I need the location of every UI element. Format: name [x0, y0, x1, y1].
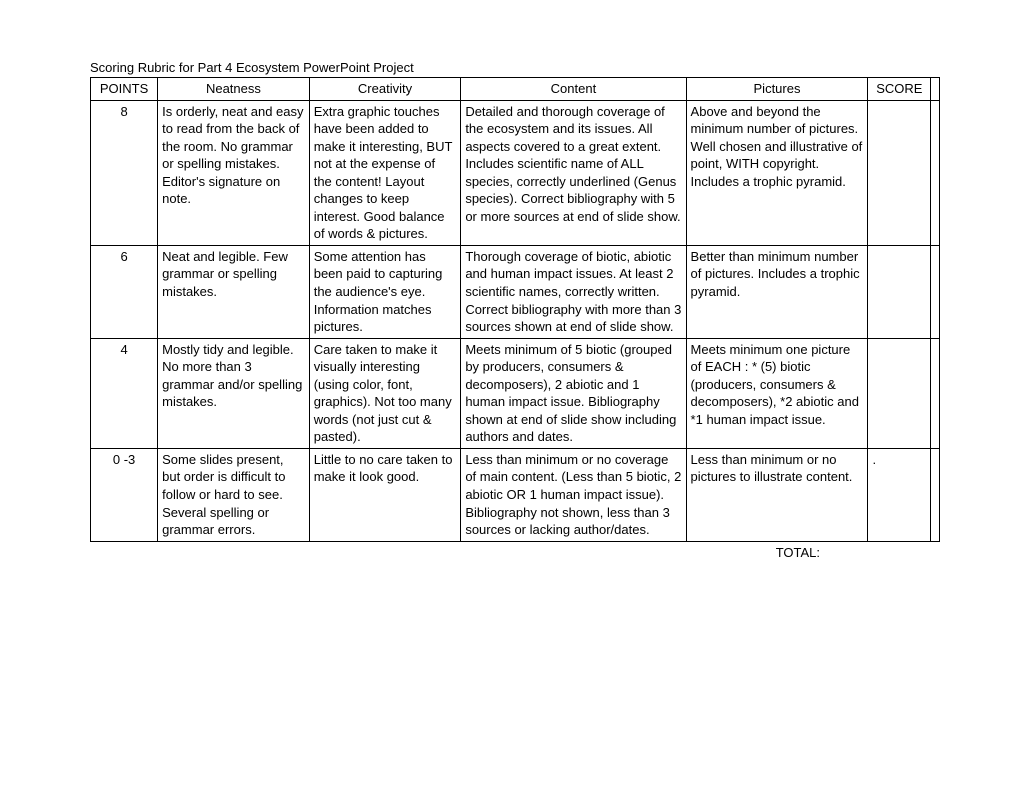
- cell-neatness: Neat and legible. Few grammar or spellin…: [158, 245, 310, 338]
- table-row: 6 Neat and legible. Few grammar or spell…: [91, 245, 940, 338]
- cell-score: [868, 338, 931, 448]
- header-score: SCORE: [868, 78, 931, 101]
- header-points: POINTS: [91, 78, 158, 101]
- cell-content: Meets minimum of 5 biotic (grouped by pr…: [461, 338, 686, 448]
- cell-neatness: Mostly tidy and legible. No more than 3 …: [158, 338, 310, 448]
- header-extra: [931, 78, 940, 101]
- cell-points: 6: [91, 245, 158, 338]
- total-label: TOTAL:: [90, 545, 940, 560]
- cell-pictures: Meets minimum one picture of EACH : * (5…: [686, 338, 868, 448]
- header-creativity: Creativity: [309, 78, 461, 101]
- cell-creativity: Care taken to make it visually interesti…: [309, 338, 461, 448]
- rubric-title: Scoring Rubric for Part 4 Ecosystem Powe…: [90, 60, 940, 75]
- cell-content: Thorough coverage of biotic, abiotic and…: [461, 245, 686, 338]
- header-content: Content: [461, 78, 686, 101]
- cell-content: Less than minimum or no coverage of main…: [461, 448, 686, 541]
- cell-points: 0 -3: [91, 448, 158, 541]
- cell-score: [868, 245, 931, 338]
- cell-creativity: Little to no care taken to make it look …: [309, 448, 461, 541]
- rubric-table: POINTS Neatness Creativity Content Pictu…: [90, 77, 940, 542]
- cell-creativity: Some attention has been paid to capturin…: [309, 245, 461, 338]
- cell-extra: [931, 338, 940, 448]
- cell-neatness: Some slides present, but order is diffic…: [158, 448, 310, 541]
- header-neatness: Neatness: [158, 78, 310, 101]
- table-row: 4 Mostly tidy and legible. No more than …: [91, 338, 940, 448]
- cell-pictures: Less than minimum or no pictures to illu…: [686, 448, 868, 541]
- cell-points: 8: [91, 100, 158, 245]
- cell-creativity: Extra graphic touches have been added to…: [309, 100, 461, 245]
- cell-extra: [931, 245, 940, 338]
- cell-neatness: Is orderly, neat and easy to read from t…: [158, 100, 310, 245]
- table-row: 8 Is orderly, neat and easy to read from…: [91, 100, 940, 245]
- table-row: 0 -3 Some slides present, but order is d…: [91, 448, 940, 541]
- cell-score: [868, 100, 931, 245]
- header-pictures: Pictures: [686, 78, 868, 101]
- cell-extra: [931, 100, 940, 245]
- cell-pictures: Better than minimum number of pictures. …: [686, 245, 868, 338]
- cell-score: .: [868, 448, 931, 541]
- cell-pictures: Above and beyond the minimum number of p…: [686, 100, 868, 245]
- cell-content: Detailed and thorough coverage of the ec…: [461, 100, 686, 245]
- cell-extra: [931, 448, 940, 541]
- header-row: POINTS Neatness Creativity Content Pictu…: [91, 78, 940, 101]
- cell-points: 4: [91, 338, 158, 448]
